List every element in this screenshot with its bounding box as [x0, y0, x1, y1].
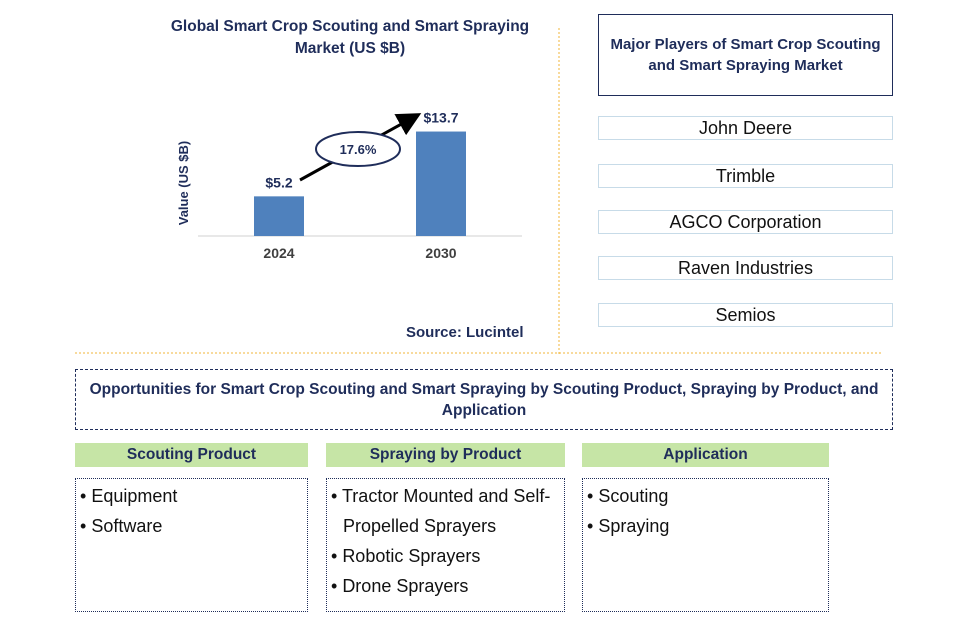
list-item: • Drone Sprayers [331, 571, 560, 601]
bar [254, 196, 304, 236]
item-text: Spraying [598, 516, 670, 536]
players-title: Major Players of Smart Crop Scouting and… [598, 14, 893, 96]
list-item: • Tractor Mounted and Self-Propelled Spr… [331, 481, 560, 541]
item-text: Drone Sprayers [342, 576, 469, 596]
column-list: • Tractor Mounted and Self-Propelled Spr… [326, 478, 565, 612]
player-name: AGCO Corporation [598, 210, 893, 234]
item-text: Scouting [598, 486, 669, 506]
bullet: • [587, 486, 599, 506]
item-text: Robotic Sprayers [342, 546, 481, 566]
value-label: $13.7 [423, 110, 458, 126]
item-text: Tractor Mounted and Self-Propelled Spray… [341, 486, 551, 536]
source: Source: Lucintel [406, 324, 524, 341]
bullet: • [331, 576, 343, 596]
column-list: • Equipment • Software [75, 478, 308, 612]
column-list: • Scouting • Spraying [582, 478, 829, 612]
x-tick-label: 2024 [263, 245, 294, 261]
list-item: • Robotic Sprayers [331, 541, 560, 571]
column-heading: Spraying by Product [326, 443, 565, 467]
column-heading: Application [582, 443, 829, 467]
y-axis-label: Value (US $B) [176, 141, 191, 226]
chart-title: Global Smart Crop Scouting and Smart Spr… [170, 18, 530, 57]
player-name: Trimble [598, 164, 893, 188]
value-label: $5.2 [265, 174, 292, 190]
item-text: Software [91, 516, 163, 536]
list-item: • Scouting [587, 481, 824, 511]
bar [416, 131, 466, 236]
bullet: • [587, 516, 599, 536]
bullet: • [80, 516, 92, 536]
item-text: Equipment [91, 486, 178, 506]
list-item: • Spraying [587, 511, 824, 541]
player-name: Semios [598, 303, 893, 327]
player-name: John Deere [598, 116, 893, 140]
growth-ellipse [315, 131, 401, 167]
bullet: • [80, 486, 92, 506]
opportunities-title: Opportunities for Smart Crop Scouting an… [75, 369, 893, 430]
player-name: Raven Industries [598, 256, 893, 280]
list-item: • Equipment [80, 481, 303, 511]
column-heading: Scouting Product [75, 443, 308, 467]
x-tick-label: 2030 [425, 245, 456, 261]
growth-label: 17.6% [340, 142, 377, 157]
bullet: • [331, 486, 342, 506]
bullet: • [331, 546, 343, 566]
list-item: • Software [80, 511, 303, 541]
